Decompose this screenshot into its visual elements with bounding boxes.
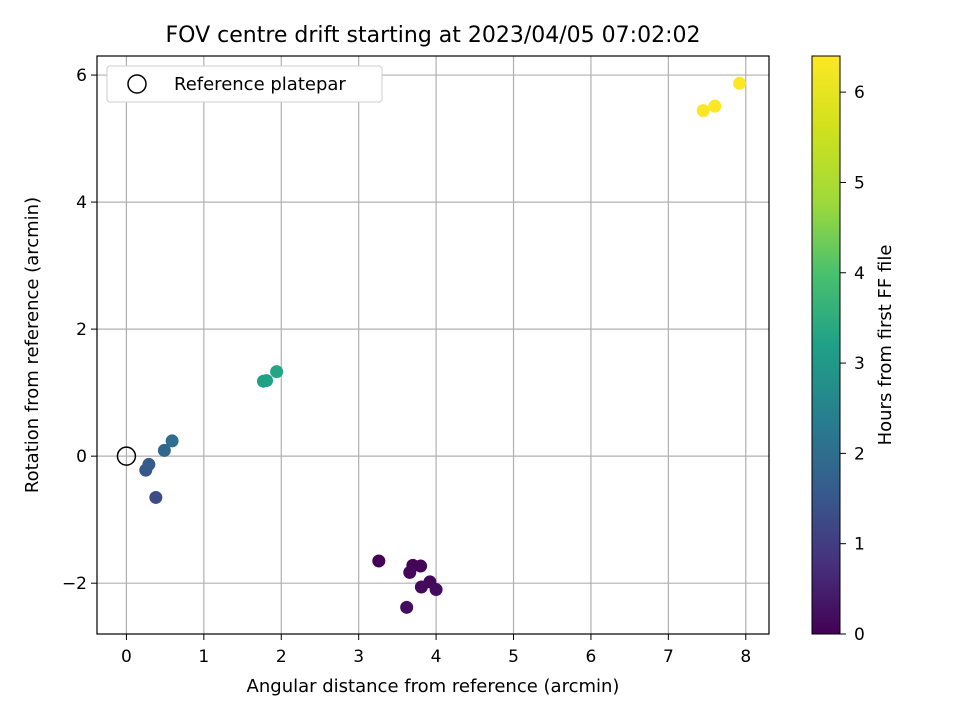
data-point: [149, 490, 163, 504]
data-point: [260, 374, 274, 388]
data-point: [142, 457, 156, 471]
x-tick-label: 1: [198, 647, 209, 667]
colorbar-tick-label: 5: [854, 173, 865, 193]
legend-marker-icon: [127, 74, 147, 94]
data-point: [429, 583, 443, 597]
x-tick-label: 2: [276, 647, 287, 667]
y-tick-label: −2: [62, 574, 87, 594]
reference-platepar-marker: [116, 446, 137, 466]
legend-box: [106, 65, 383, 103]
colorbar-tick-label: 3: [854, 354, 865, 374]
x-axis-label: Angular distance from reference (arcmin): [247, 676, 620, 697]
legend-entry-label: Reference platepar: [174, 74, 346, 95]
colorbar-tick-label: 6: [854, 83, 865, 103]
y-tick-label: 4: [76, 193, 87, 213]
data-point: [696, 104, 710, 118]
x-tick-label: 3: [353, 647, 364, 667]
colorbar-ticks: 0 1 2 3 4 5 6: [840, 83, 865, 645]
data-point: [165, 434, 179, 448]
data-point: [372, 554, 386, 568]
colorbar-tick-label: 0: [854, 625, 865, 645]
x-tick-label: 7: [663, 647, 674, 667]
colorbar-tick-label: 4: [854, 264, 865, 284]
colorbar-tick-label: 2: [854, 444, 865, 464]
data-point: [157, 443, 171, 457]
y-tick-label: 6: [76, 66, 87, 86]
data-point: [403, 565, 417, 579]
grid: [97, 56, 769, 634]
axis-ticks: 0 1 2 3 4 5 6 7 8 −2 0 2 4 6: [62, 66, 751, 667]
legend: Reference platepar: [106, 65, 383, 103]
data-point: [270, 365, 284, 379]
chart-title: FOV centre drift starting at 2023/04/05 …: [166, 23, 701, 48]
y-tick-label: 0: [76, 447, 87, 467]
colorbar-label: Hours from first FF file: [875, 245, 896, 446]
data-points: [139, 76, 747, 614]
x-tick-label: 4: [431, 647, 442, 667]
data-point: [414, 580, 428, 594]
x-tick-label: 5: [508, 647, 519, 667]
data-point: [733, 76, 747, 90]
data-point: [400, 600, 414, 614]
y-tick-label: 2: [76, 320, 87, 340]
data-point: [708, 99, 722, 113]
x-tick-label: 8: [740, 647, 751, 667]
y-axis-label: Rotation from reference (arcmin): [22, 197, 43, 493]
data-point: [414, 559, 428, 573]
plot-frame: [96, 55, 770, 635]
x-tick-label: 6: [586, 647, 597, 667]
colorbar-tick-label: 1: [854, 535, 865, 555]
colorbar: 0 1 2 3 4 5 6 Hours from first FF file: [811, 55, 896, 645]
x-tick-label: 0: [121, 647, 132, 667]
colorbar-gradient: [811, 55, 841, 635]
